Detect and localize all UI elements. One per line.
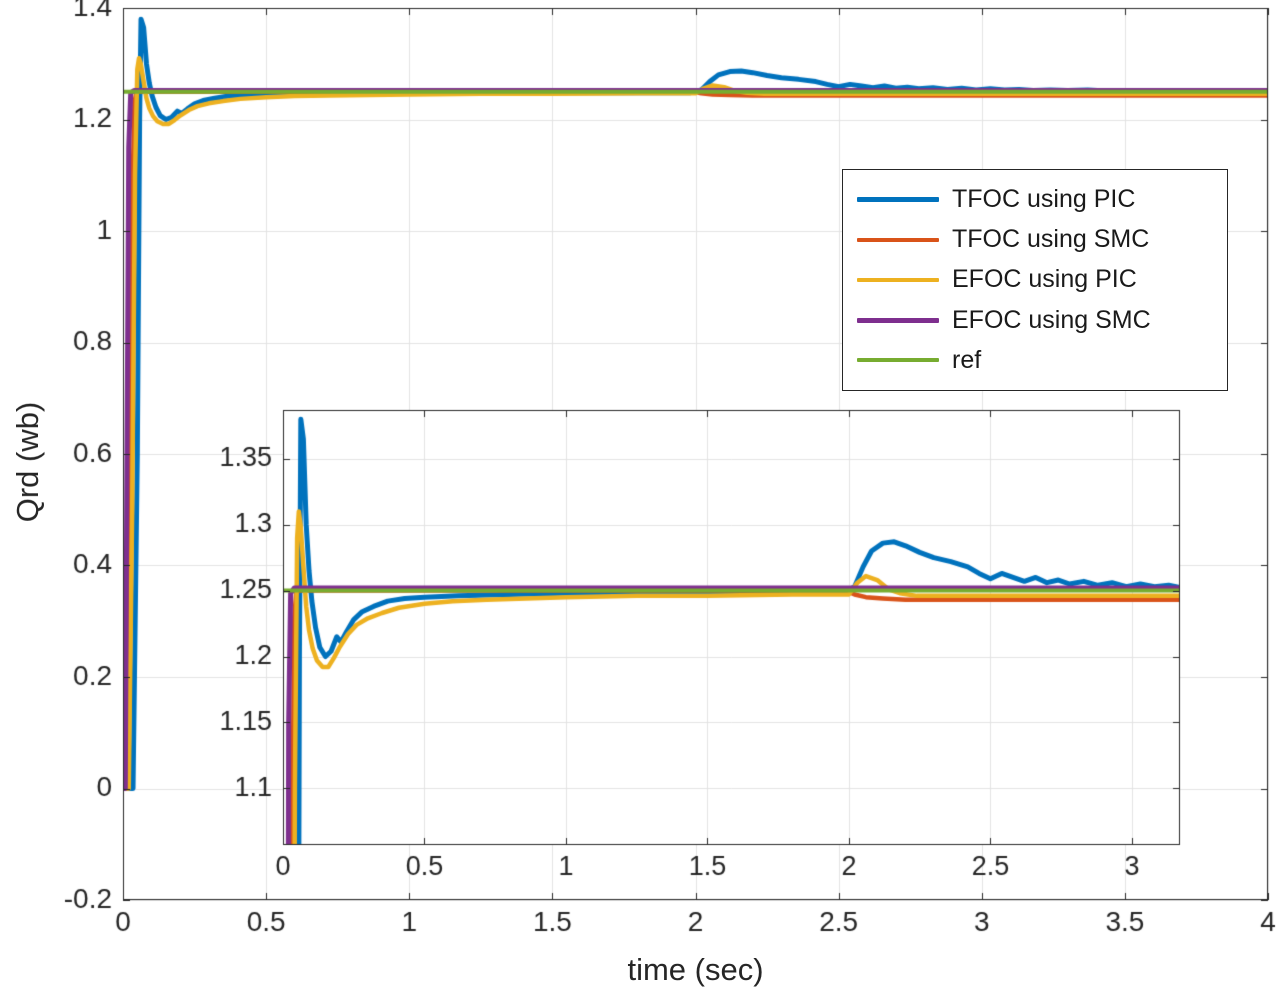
legend: TFOC using PIC TFOC using SMC EFOC using P… (842, 169, 1228, 391)
legend-line-swatch (857, 237, 939, 243)
legend-item: ref (843, 345, 1227, 374)
legend-item: EFOC using PIC (843, 267, 1227, 292)
legend-line-swatch (857, 277, 939, 283)
legend-label: EFOC using PIC (952, 265, 1137, 294)
legend-label: ref (952, 345, 982, 374)
legend-item: EFOC using SMC (843, 305, 1227, 334)
legend-line-swatch (857, 197, 939, 203)
legend-label: TFOC using SMC (952, 225, 1150, 254)
legend-item: TFOC using SMC (843, 227, 1227, 252)
y-axis-label: Qrd (wb) (10, 401, 45, 523)
legend-line-swatch (857, 358, 939, 363)
legend-label: EFOC using SMC (952, 305, 1151, 334)
legend-item: TFOC using PIC (843, 187, 1227, 212)
legend-line-swatch (857, 317, 939, 323)
x-axis-label: time (sec) (627, 952, 764, 987)
legend-label: TFOC using PIC (952, 185, 1136, 214)
